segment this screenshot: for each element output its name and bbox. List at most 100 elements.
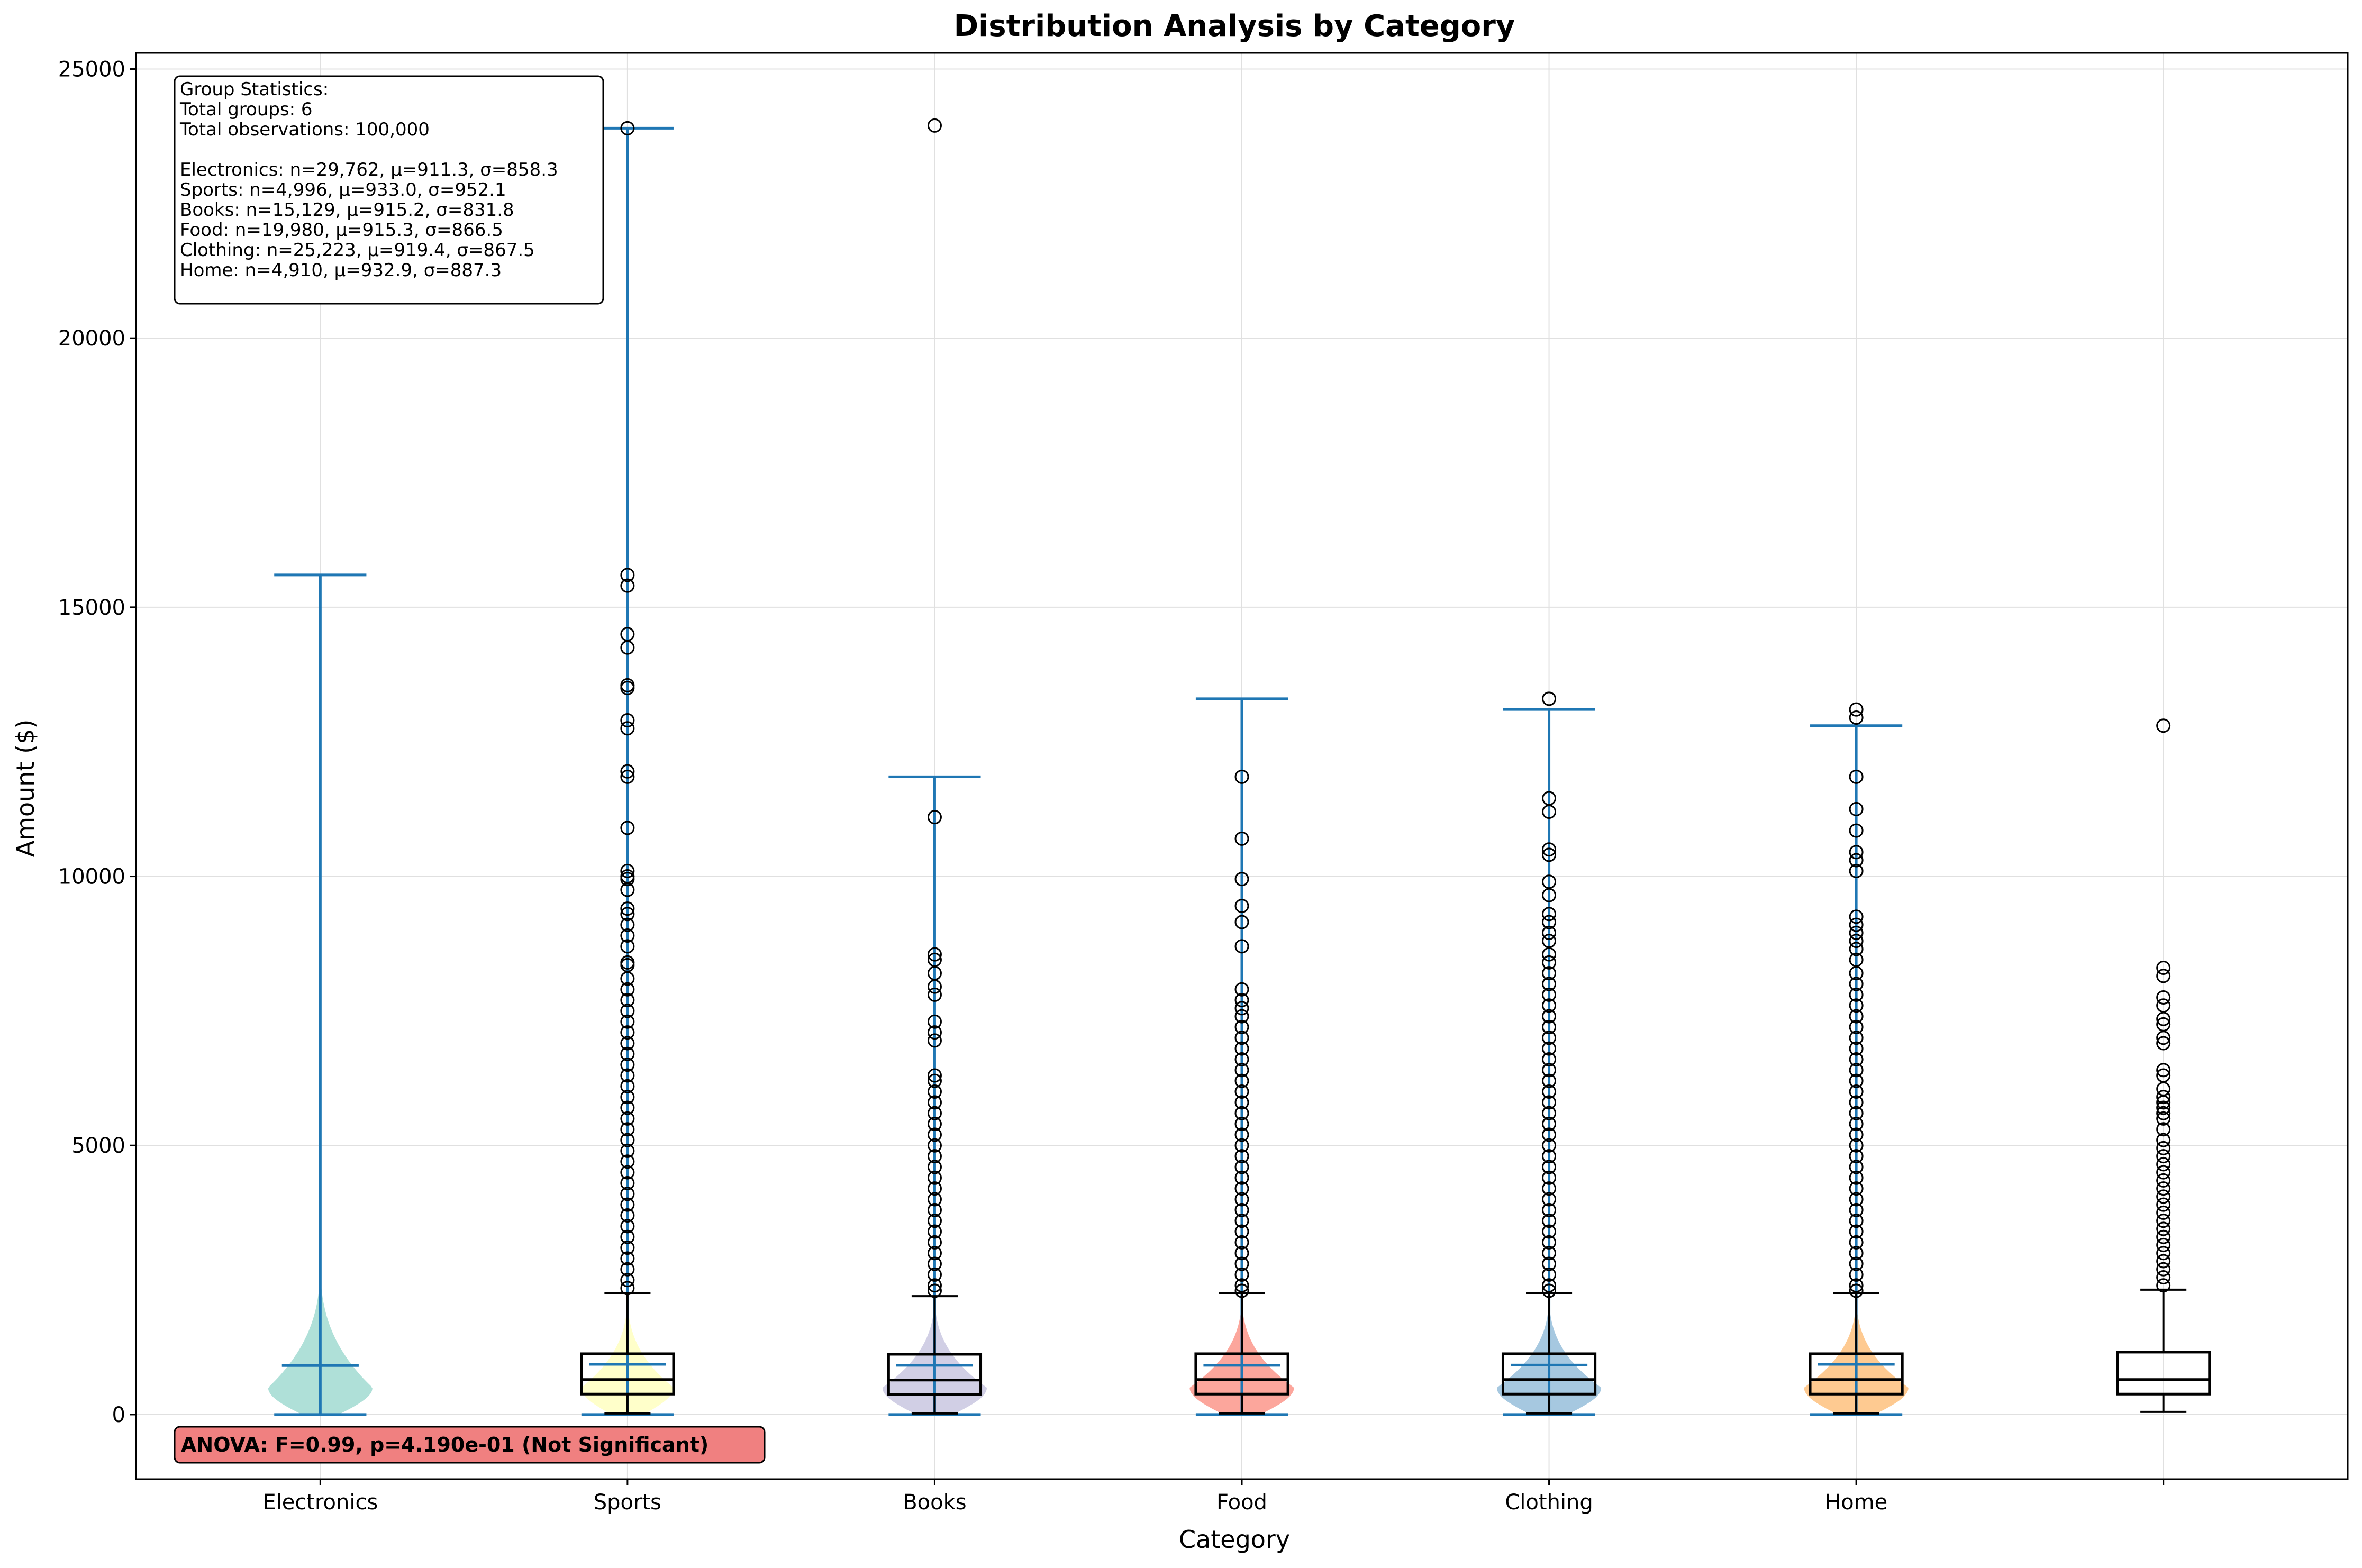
box-outlier — [620, 764, 635, 779]
box-outlier — [1542, 1278, 1557, 1293]
box-outlier — [620, 1197, 635, 1212]
box-outlier — [2156, 1133, 2171, 1147]
box-outlier — [2156, 1036, 2171, 1051]
box-outlier — [620, 1187, 635, 1201]
box-outlier — [2156, 1063, 2171, 1078]
box-outlier — [927, 1278, 942, 1293]
box-outlier — [620, 907, 635, 922]
y-tick-label: 20000 — [58, 326, 125, 351]
box-outlier — [1234, 1127, 1249, 1142]
box-outlier — [1542, 1283, 1557, 1298]
box-iqr — [580, 1352, 675, 1396]
box-outlier — [1542, 1256, 1557, 1271]
box-outlier — [1234, 1106, 1249, 1120]
box-outlier — [1234, 1278, 1249, 1293]
box-outlier — [1542, 915, 1557, 929]
box-outlier — [1542, 1009, 1557, 1024]
box-outlier — [2156, 718, 2171, 733]
box-outlier — [2156, 1095, 2171, 1110]
box-outlier — [620, 1014, 635, 1029]
x-tick-label: Clothing — [1505, 1490, 1593, 1515]
box-outlier — [1849, 942, 1864, 956]
box-outlier — [1542, 1224, 1557, 1239]
box-outlier — [1542, 1031, 1557, 1045]
box-outlier — [620, 680, 635, 695]
box-outlier — [1234, 1149, 1249, 1164]
chart-title: Distribution Analysis by Category — [954, 9, 1515, 43]
box-outlier — [1849, 823, 1864, 838]
box-outlier — [620, 1281, 635, 1296]
box-outlier — [2156, 1157, 2171, 1172]
box-outlier — [1849, 1149, 1864, 1164]
box-outlier — [927, 1224, 942, 1239]
box-outlier — [1542, 1052, 1557, 1066]
box-iqr — [1809, 1352, 1904, 1396]
box-outlier — [1542, 966, 1557, 981]
y-axis-label: Amount ($) — [11, 719, 40, 858]
box-outlier — [620, 1229, 635, 1244]
box-outlier — [1849, 801, 1864, 816]
stats-line: Sports: n=4,996, μ=933.0, σ=952.1 — [180, 179, 506, 200]
x-tick-label: Home — [1825, 1490, 1887, 1515]
box-outlier — [1849, 1202, 1864, 1217]
box-outlier — [1542, 1073, 1557, 1088]
box-outlier — [927, 1014, 942, 1029]
box-outlier — [2156, 1031, 2171, 1045]
box-outlier — [1234, 1073, 1249, 1088]
box-outlier — [2156, 1189, 2171, 1204]
box-outlier — [927, 1181, 942, 1196]
box-outlier — [620, 1208, 635, 1223]
box-outlier — [620, 578, 635, 593]
anova-label: ANOVA: F=0.99, p=4.190e-01 (Not Signific… — [181, 1433, 708, 1456]
box-outlier — [2156, 1100, 2171, 1115]
box-outlier — [620, 1262, 635, 1277]
box-outlier — [620, 901, 635, 916]
box-outlier — [620, 1090, 635, 1105]
box-outlier — [1234, 1170, 1249, 1185]
box-outlier — [1234, 1202, 1249, 1217]
x-tick-label: Books — [903, 1490, 966, 1515]
box-outlier — [620, 821, 635, 835]
box-outlier — [1542, 925, 1557, 940]
stats-line: Food: n=19,980, μ=915.3, σ=866.5 — [180, 220, 503, 241]
box-outlier — [1849, 925, 1864, 940]
box-outlier — [2156, 1214, 2171, 1228]
box-outlier — [927, 987, 942, 1002]
stats-line: Clothing: n=25,223, μ=919.4, σ=867.5 — [180, 240, 535, 261]
y-axis-ticks: 0 5000 10000 15000 20000 25000 — [58, 58, 136, 1427]
box-outlier — [620, 1036, 635, 1051]
box-outlier — [2156, 1011, 2171, 1026]
box-outlier — [1234, 1095, 1249, 1110]
box-outlier — [2156, 1237, 2171, 1252]
box-outlier — [1542, 1160, 1557, 1174]
box-outlier — [1542, 1117, 1557, 1132]
box-outlier — [1849, 863, 1864, 878]
box-outlier — [1849, 966, 1864, 981]
y-tick-label: 15000 — [58, 596, 125, 620]
box-outlier — [620, 1273, 635, 1288]
box-outlier — [2156, 1254, 2171, 1269]
box-outlier — [2156, 1205, 2171, 1220]
stats-box-frame — [174, 75, 604, 305]
box-iqr — [887, 1353, 983, 1396]
x-tick-label: Food — [1216, 1490, 1267, 1515]
stats-line: Total groups: 6 — [179, 99, 313, 120]
box-outlier — [1542, 1041, 1557, 1056]
box-outlier — [620, 1143, 635, 1158]
box-outlier — [1849, 1127, 1864, 1142]
box-outlier — [620, 568, 635, 582]
box-outlier — [2156, 1141, 2171, 1155]
box-outlier — [1849, 702, 1864, 717]
box-outlier — [1542, 1084, 1557, 1099]
stats-line: Home: n=4,910, μ=932.9, σ=887.3 — [180, 260, 502, 281]
box-outlier — [927, 1073, 942, 1088]
box-outlier — [1542, 1106, 1557, 1120]
box-outlier — [2156, 1149, 2171, 1164]
box-outlier — [927, 1084, 942, 1099]
box-outlier — [620, 1046, 635, 1061]
box-outlier — [2156, 1111, 2171, 1126]
box-outlier — [927, 1267, 942, 1282]
box-outlier — [1234, 939, 1249, 954]
box-outlier — [1234, 1235, 1249, 1250]
